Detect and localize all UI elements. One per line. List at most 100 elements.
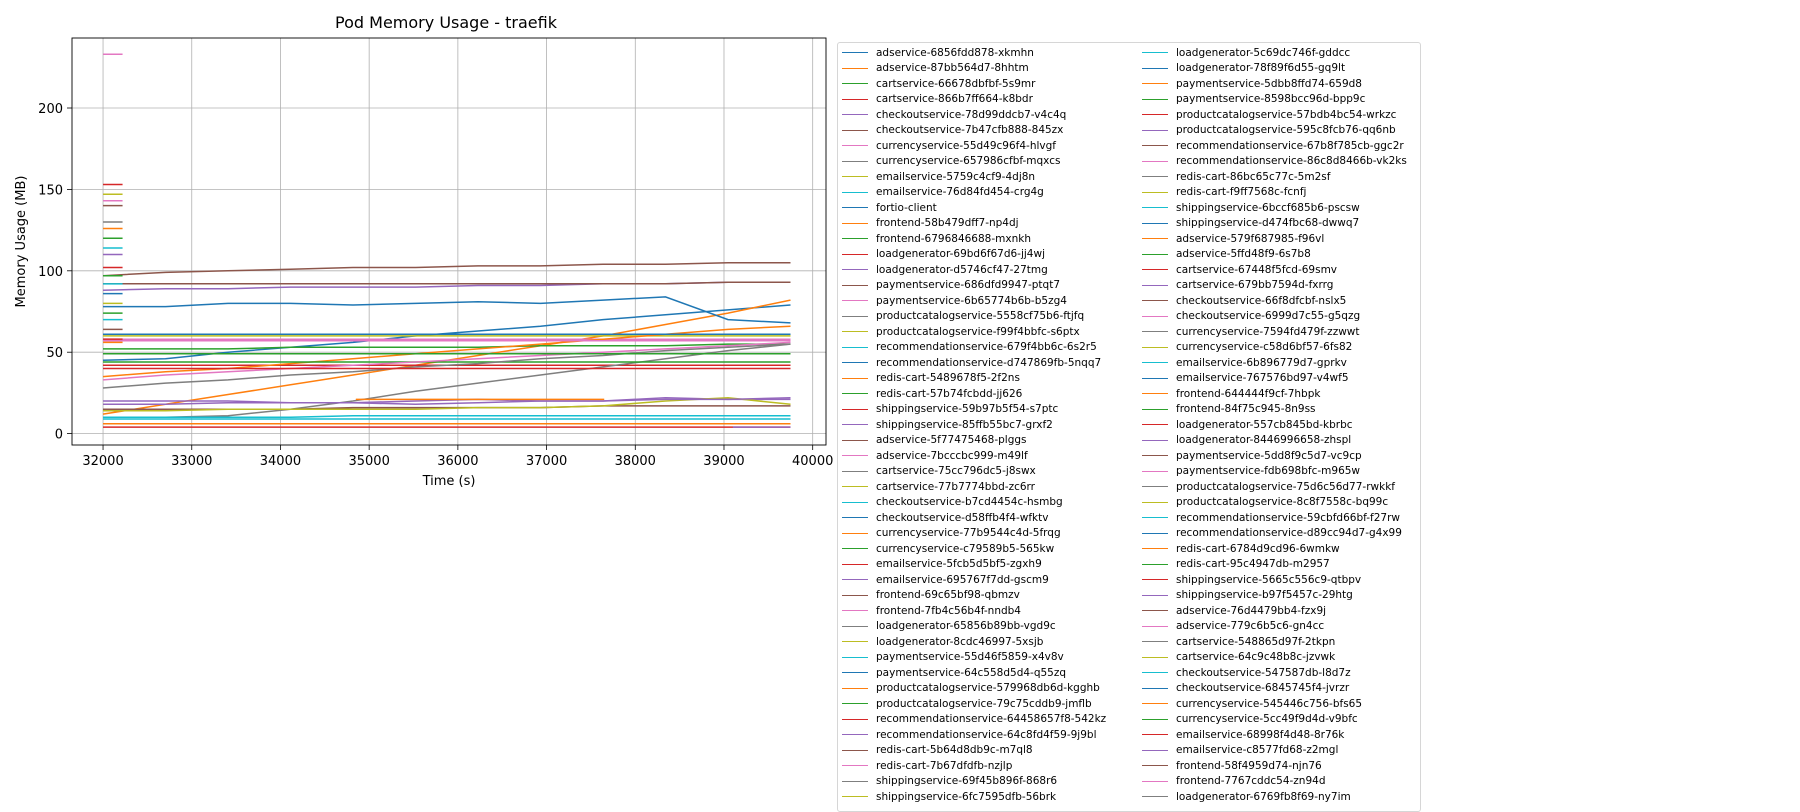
legend-swatch — [842, 548, 868, 550]
legend-swatch — [842, 486, 868, 488]
legend-label: loadgenerator-8cdc46997-5xsjb — [876, 635, 1044, 648]
legend-label: loadgenerator-8446996658-zhspl — [1176, 434, 1352, 447]
legend-label: adservice-779c6b5c6-gn4cc — [1176, 620, 1325, 633]
x-tick-label: 40000 — [792, 454, 833, 469]
legend-label: productcatalogservice-5558cf75b6-ftjfq — [876, 310, 1085, 323]
legend-entry: redis-cart-95c4947db-m2957 — [1142, 557, 1330, 573]
legend-swatch — [842, 517, 868, 519]
legend-entry: cartservice-66678dbfbf-5s9mr — [842, 76, 1035, 92]
legend-label: productcatalogservice-579968db6d-kgghb — [876, 682, 1100, 695]
legend-entry: redis-cart-f9ff7568c-fcnfj — [1142, 185, 1306, 201]
legend-swatch — [1142, 734, 1168, 736]
legend-label: redis-cart-57b74fcbdd-jj626 — [876, 387, 1023, 400]
legend-swatch — [1142, 517, 1168, 519]
legend-entry: loadgenerator-6769fb8f69-ny7im — [1142, 789, 1351, 805]
y-tick-label: 200 — [38, 102, 63, 117]
legend-swatch — [1142, 145, 1168, 147]
series-line — [103, 397, 791, 406]
legend-entry: recommendationservice-679f4bb6c-6s2r5 — [842, 340, 1097, 356]
y-axis-label: Memory Usage (MB) — [14, 176, 29, 308]
legend-swatch — [1142, 346, 1168, 348]
series-line — [103, 343, 791, 419]
legend-entry: loadgenerator-8cdc46997-5xsjb — [842, 634, 1043, 650]
legend-label: loadgenerator-65856b89bb-vgd9c — [876, 620, 1056, 633]
legend-entry: redis-cart-6784d9cd96-6wmkw — [1142, 541, 1340, 557]
legend-label: emailservice-695767f7dd-gscm9 — [876, 573, 1049, 586]
legend-swatch — [1142, 749, 1168, 751]
legend-entry: frontend-6796846688-mxnkh — [842, 231, 1031, 247]
legend-entry: cartservice-77b7774bbd-zc6rr — [842, 479, 1035, 495]
legend-swatch — [842, 238, 868, 240]
legend-entry: shippingservice-6fc7595dfb-56brk — [842, 789, 1056, 805]
legend-swatch — [842, 377, 868, 379]
legend-entry: adservice-5f77475468-plggs — [842, 433, 1027, 449]
legend-entry: checkoutservice-547587db-l8d7z — [1142, 665, 1351, 681]
legend-label: loadgenerator-5c69dc746f-gddcc — [1176, 46, 1351, 59]
series-line — [103, 343, 791, 350]
legend-entry: checkoutservice-b7cd4454c-hsmbg — [842, 495, 1063, 511]
legend-entry: adservice-87bb564d7-8hhtm — [842, 61, 1029, 77]
legend-swatch — [842, 114, 868, 116]
legend-entry: adservice-779c6b5c6-gn4cc — [1142, 619, 1324, 635]
legend-entry: loadgenerator-8446996658-zhspl — [1142, 433, 1351, 449]
legend-entry: adservice-579f687985-f96vl — [1142, 231, 1324, 247]
x-tick-label: 32000 — [82, 454, 123, 469]
legend-entry: recommendationservice-d89cc94d7-g4x99 — [1142, 526, 1402, 542]
legend-label: adservice-579f687985-f96vl — [1176, 232, 1325, 245]
legend-label: paymentservice-55d46f5859-x4v8v — [876, 651, 1064, 664]
legend-label: currencyservice-545446c756-bfs65 — [1176, 697, 1363, 710]
series-line — [103, 397, 791, 412]
legend-swatch — [1142, 98, 1168, 100]
legend-swatch — [1142, 687, 1168, 689]
legend-label: currencyservice-5cc49f9d4d-v9bfc — [1176, 713, 1358, 726]
legend-swatch — [1142, 501, 1168, 503]
legend-swatch — [1142, 672, 1168, 674]
legend-swatch — [842, 300, 868, 302]
legend-swatch — [842, 749, 868, 751]
legend-entry: cartservice-679bb7594d-fxrrg — [1142, 278, 1333, 294]
legend-swatch — [1142, 424, 1168, 426]
legend-entry: paymentservice-8598bcc96d-bpp9c — [1142, 92, 1365, 108]
legend-label: checkoutservice-66f8dfcbf-nslx5 — [1176, 294, 1347, 307]
legend-entry: productcatalogservice-75d6c56d77-rwkkf — [1142, 479, 1395, 495]
legend-label: recommendationservice-67b8f785cb-ggc2r — [1176, 139, 1404, 152]
legend-label: productcatalogservice-75d6c56d77-rwkkf — [1176, 480, 1395, 493]
y-tick-label: 100 — [38, 265, 63, 280]
legend-swatch — [1142, 160, 1168, 162]
legend-entry: cartservice-866b7ff664-k8bdr — [842, 92, 1033, 108]
legend-swatch — [1142, 253, 1168, 255]
legend-swatch — [842, 656, 868, 658]
legend-label: checkoutservice-6999d7c55-g5qzg — [1176, 310, 1361, 323]
x-tick-label: 33000 — [171, 454, 212, 469]
y-tick-label: 150 — [38, 183, 63, 198]
legend-swatch — [842, 718, 868, 720]
legend-entry: redis-cart-5b64d8db9c-m7ql8 — [842, 743, 1033, 759]
legend-entry: loadgenerator-d5746cf47-27tmg — [842, 262, 1048, 278]
legend-label: emailservice-68998f4d48-8r76k — [1176, 728, 1345, 741]
legend-label: emailservice-76d84fd454-crg4g — [876, 186, 1044, 199]
legend-swatch — [1142, 176, 1168, 178]
y-tick-label: 0 — [55, 428, 63, 443]
legend-swatch — [1142, 129, 1168, 131]
legend-label: currencyservice-7594fd479f-zzwwt — [1176, 325, 1360, 338]
legend-swatch — [842, 687, 868, 689]
legend-swatch — [1142, 377, 1168, 379]
legend-label: loadgenerator-69bd6f67d6-jj4wj — [876, 248, 1045, 261]
legend-swatch — [842, 641, 868, 643]
legend-label: loadgenerator-6769fb8f69-ny7im — [1176, 790, 1351, 803]
legend-label: frontend-7fb4c56b4f-nndb4 — [876, 604, 1021, 617]
legend-entry: emailservice-6b896779d7-gprkv — [1142, 355, 1347, 371]
legend-label: redis-cart-95c4947db-m2957 — [1176, 558, 1330, 571]
legend-entry: loadgenerator-69bd6f67d6-jj4wj — [842, 247, 1045, 263]
legend-entry: frontend-644444f9cf-7hbpk — [1142, 386, 1320, 402]
legend-swatch — [842, 796, 868, 798]
legend-label: checkoutservice-6845745f4-jvrzr — [1176, 682, 1350, 695]
legend-label: redis-cart-86bc65c77c-5m2sf — [1176, 170, 1331, 183]
legend-entry: emailservice-695767f7dd-gscm9 — [842, 572, 1049, 588]
legend-label: shippingservice-85ffb55bc7-grxf2 — [876, 418, 1053, 431]
legend-label: productcatalogservice-595c8fcb76-qq6nb — [1176, 124, 1396, 137]
legend-label: cartservice-67448f5fcd-69smv — [1176, 263, 1338, 276]
legend-entry: currencyservice-c79589b5-565kw — [842, 541, 1054, 557]
legend-swatch — [842, 424, 868, 426]
